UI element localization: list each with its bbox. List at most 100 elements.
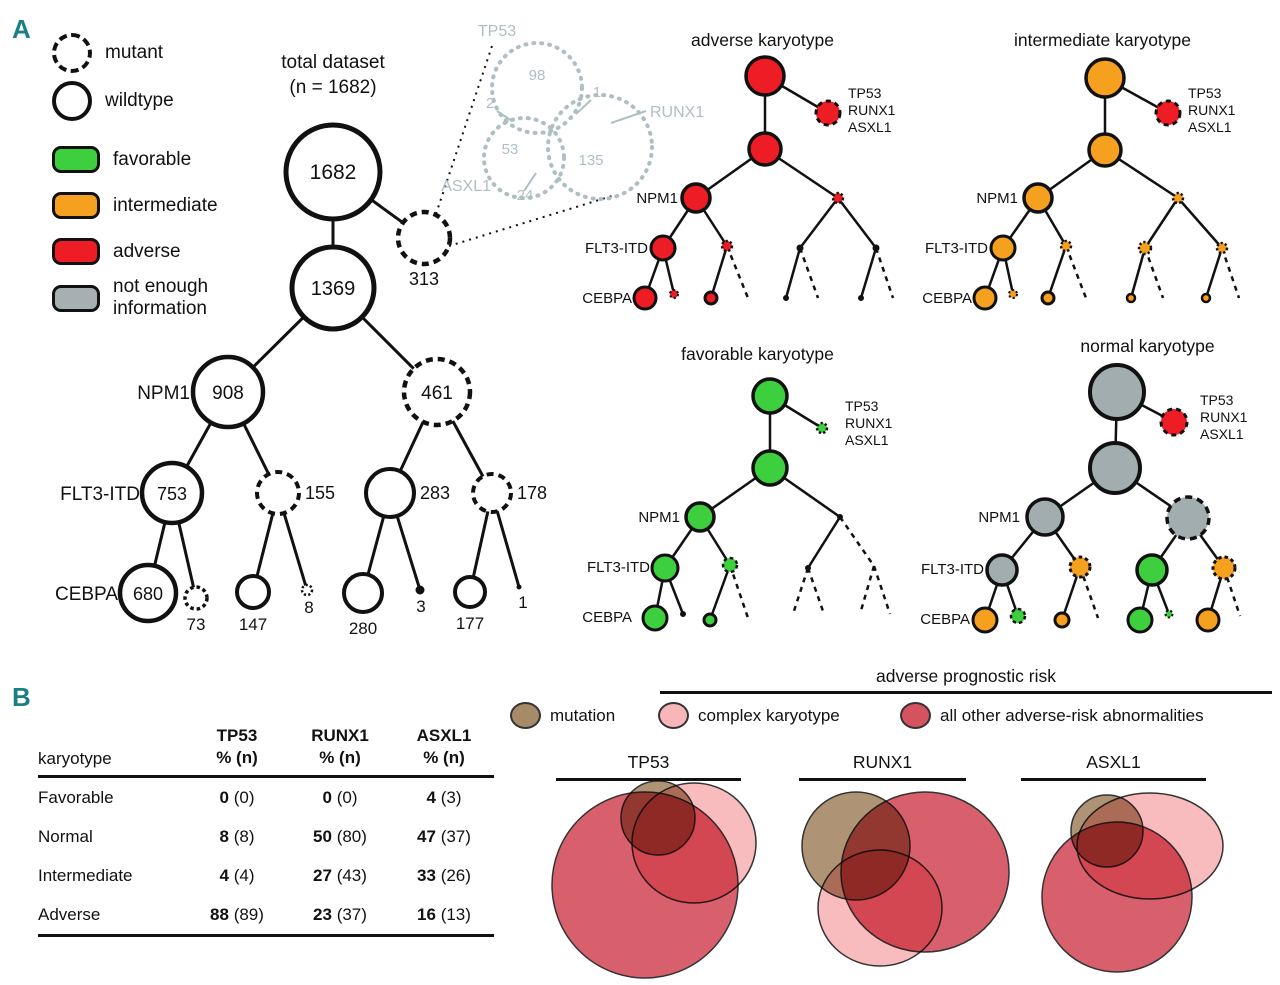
karyotype-tree-title-normal: normal karyotype bbox=[1080, 336, 1215, 356]
label-text: 8 bbox=[304, 598, 313, 617]
venn-pointer-line bbox=[610, 110, 647, 124]
label-text: 908 bbox=[212, 383, 244, 404]
risk-legend-other-abnormalities: all other adverse-risk abnormalities bbox=[900, 702, 1204, 729]
label-text: 73 bbox=[187, 615, 206, 634]
table-cell: 23 (37) bbox=[313, 904, 367, 924]
pruned-branch-line bbox=[798, 247, 820, 299]
wildtype-node bbox=[1088, 363, 1146, 421]
mutant-node bbox=[401, 356, 473, 428]
label-text: 178 bbox=[517, 483, 547, 503]
wildtype-node bbox=[680, 182, 712, 214]
favorable-swatch bbox=[52, 146, 100, 173]
branch-terminal-dot bbox=[796, 244, 804, 252]
wildtype-node bbox=[1135, 553, 1169, 587]
venn-title-asxl1: ASXL1 bbox=[1021, 752, 1206, 781]
wildtype-node bbox=[985, 553, 1019, 587]
column-unit: % (n) bbox=[423, 748, 465, 767]
other-abnormalities-swatch bbox=[900, 702, 931, 729]
column-gene: RUNX1 bbox=[311, 726, 369, 745]
mutant-node bbox=[471, 472, 513, 514]
label-text: 24 bbox=[517, 187, 534, 204]
venn-set-circle bbox=[490, 41, 584, 135]
wildtype-node bbox=[641, 604, 669, 632]
mutant-node bbox=[1059, 239, 1073, 253]
wildtype-node bbox=[684, 501, 716, 533]
wildtype-node bbox=[703, 290, 719, 306]
table-cell: 0 (0) bbox=[322, 787, 358, 807]
mutant-node bbox=[815, 421, 829, 435]
wildtype-node bbox=[744, 55, 786, 97]
label-text: NPM1 bbox=[137, 383, 190, 404]
wildtype-node bbox=[1025, 497, 1065, 537]
branch-terminal-dot bbox=[783, 295, 789, 301]
label-text: ASXL1 bbox=[441, 178, 491, 195]
adverse-prognostic-risk-rule bbox=[660, 691, 1272, 694]
callout-dotted-line bbox=[435, 45, 493, 215]
venn-pointer-line bbox=[496, 110, 513, 122]
table-cell: 8 (8) bbox=[219, 826, 255, 846]
legend-item-mutant: mutant bbox=[52, 33, 163, 73]
label-text: CEBPA bbox=[922, 290, 972, 307]
branch-line bbox=[1204, 247, 1224, 299]
label-text: 147 bbox=[239, 615, 267, 634]
table-cell: 16 (13) bbox=[417, 904, 471, 924]
karyotype-mutation-table: karyotype TP53 % (n) RUNX1 % (n) ASXL1 %… bbox=[38, 716, 494, 937]
risk-legend-label: all other adverse-risk abnormalities bbox=[940, 705, 1204, 725]
table-row: Adverse 88 (89) 23 (37) 16 (13) bbox=[38, 895, 494, 934]
label-text: 313 bbox=[409, 269, 439, 289]
pruned-branch-line bbox=[874, 247, 895, 299]
legend-label: wildtype bbox=[105, 90, 174, 111]
label-text: FLT3-ITD bbox=[587, 559, 650, 576]
risk-venn-brown-TP53 bbox=[620, 780, 696, 856]
wildtype-node bbox=[1088, 441, 1142, 495]
panel-a-label: A bbox=[12, 14, 31, 44]
pruned-branch-line bbox=[858, 565, 876, 615]
mutant-node bbox=[831, 191, 845, 205]
wildtype-node bbox=[989, 234, 1017, 262]
branch-line bbox=[784, 247, 802, 299]
wildtype-node bbox=[751, 449, 789, 487]
branch-line bbox=[806, 516, 842, 569]
label-text: 1 bbox=[518, 593, 527, 612]
mutant-node bbox=[1068, 555, 1092, 579]
wildtype-node bbox=[342, 572, 384, 614]
pruned-branch-line bbox=[1222, 567, 1242, 617]
wildtype-circle-icon bbox=[52, 81, 92, 121]
branch-line bbox=[837, 197, 877, 249]
mutant-node bbox=[721, 556, 739, 574]
mutant-node bbox=[255, 470, 301, 516]
pruned-branch-line bbox=[1143, 247, 1165, 299]
mutant-node bbox=[669, 289, 679, 299]
wildtype-node bbox=[1200, 292, 1212, 304]
label-text: ASXL1 bbox=[1200, 426, 1244, 442]
table-row: Normal 8 (8) 50 (80) 47 (37) bbox=[38, 817, 494, 856]
wildtype-node bbox=[453, 575, 487, 609]
branch-line bbox=[1177, 197, 1223, 249]
wildtype-node bbox=[117, 562, 179, 624]
risk-legend-complex-karyotype: complex karyotype bbox=[658, 702, 840, 729]
pruned-branch-line bbox=[838, 516, 876, 567]
wildtype-node bbox=[1087, 132, 1123, 168]
label-text: NPM1 bbox=[978, 509, 1020, 526]
karyotype-tree-title-adverse: adverse karyotype bbox=[691, 30, 834, 50]
pruned-branch-line bbox=[872, 565, 892, 615]
column-gene: ASXL1 bbox=[416, 726, 472, 745]
branch-line bbox=[1143, 197, 1180, 249]
label-text: RUNX1 bbox=[1188, 102, 1236, 118]
label-text: CEBPA bbox=[582, 609, 632, 626]
label-text: TP53 bbox=[1200, 392, 1234, 408]
wildtype-node bbox=[1126, 606, 1154, 634]
label-text: CEBPA bbox=[920, 611, 970, 628]
total-dataset-title-line1: total dataset bbox=[281, 52, 385, 73]
pruned-branch-line bbox=[725, 245, 750, 299]
label-text: TP53 bbox=[848, 85, 882, 101]
table-header-asxl1: ASXL1 % (n) bbox=[394, 725, 494, 769]
karyotype-row-label: Adverse bbox=[38, 904, 101, 924]
label-text: 177 bbox=[456, 614, 484, 633]
mutant-node bbox=[720, 239, 734, 253]
column-unit: % (n) bbox=[319, 748, 361, 767]
pruned-branch-line bbox=[728, 564, 750, 619]
label-text: ASXL1 bbox=[1188, 119, 1232, 135]
pruned-branch-line bbox=[1064, 245, 1088, 299]
table-header-karyotype: karyotype bbox=[38, 749, 112, 768]
